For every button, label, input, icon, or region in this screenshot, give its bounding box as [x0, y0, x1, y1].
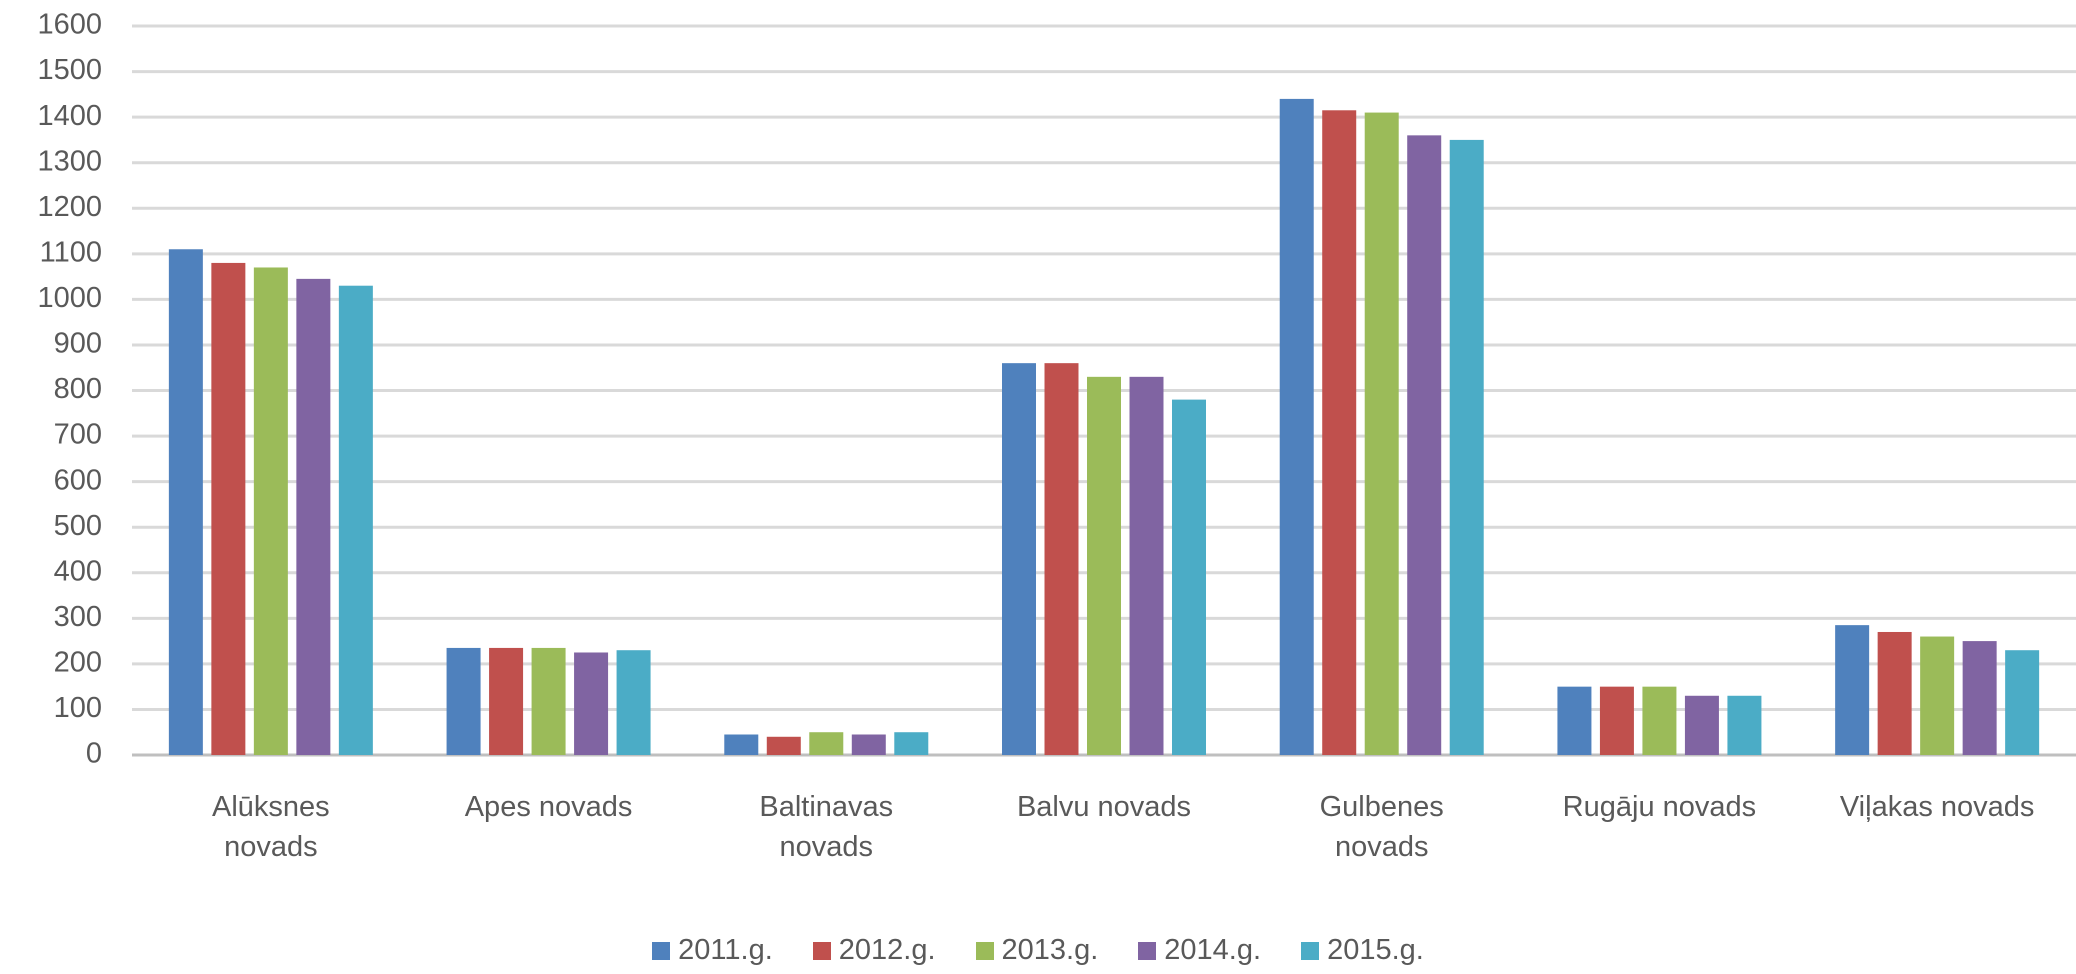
- legend-swatch: [652, 941, 671, 960]
- legend: 2011.g. 2012.g. 2013.g. 2014.g. 2015.g.: [0, 934, 2076, 967]
- bar: [766, 736, 801, 755]
- bar: [446, 647, 481, 755]
- y-tick-label: 1500: [37, 54, 102, 86]
- y-tick-label: 700: [54, 419, 102, 451]
- legend-label: 2013.g.: [1001, 934, 1099, 966]
- bar: [531, 647, 566, 755]
- y-tick-label: 600: [54, 464, 102, 496]
- bar: [1129, 376, 1164, 755]
- bar: [1557, 686, 1592, 755]
- legend-label: 2012.g.: [838, 934, 936, 966]
- bar: [2005, 650, 2040, 755]
- x-tick-label: Rugāju novads: [1562, 791, 1757, 823]
- bar: [1279, 98, 1314, 755]
- bar: [894, 732, 929, 755]
- legend-swatch: [1138, 941, 1157, 960]
- bar: [1877, 631, 1912, 755]
- y-tick-label: 1300: [37, 145, 102, 177]
- bar: [1835, 625, 1870, 755]
- bar: [1599, 686, 1634, 755]
- bar: [1920, 636, 1955, 755]
- bar: [489, 647, 524, 755]
- y-tick-label: 1600: [37, 9, 102, 41]
- bar: [1962, 641, 1997, 755]
- legend-swatch: [812, 941, 831, 960]
- y-tick-label: 0: [86, 738, 102, 770]
- bar: [1044, 363, 1079, 755]
- y-tick-label: 1200: [37, 191, 102, 223]
- bar: [168, 249, 203, 755]
- y-tick-label: 300: [54, 601, 102, 633]
- y-tick-label: 1400: [37, 100, 102, 132]
- legend-label: 2015.g.: [1327, 934, 1424, 966]
- bar: [338, 285, 373, 755]
- legend-item: 2015.g.: [1301, 934, 1424, 967]
- bar: [616, 650, 651, 755]
- bar: [574, 652, 609, 755]
- x-tick-label: Viļakas novads: [1839, 791, 2035, 823]
- bar: [296, 278, 331, 755]
- bar: [253, 267, 288, 755]
- legend-swatch: [975, 941, 994, 960]
- bar: [1322, 110, 1357, 755]
- bar: [1407, 135, 1442, 756]
- bar: [211, 262, 246, 755]
- y-tick-label: 200: [54, 647, 102, 679]
- bar: [1002, 363, 1036, 755]
- legend-swatch: [1301, 941, 1320, 960]
- bar: [1684, 695, 1719, 755]
- bar: [1449, 139, 1484, 755]
- bar: [724, 734, 759, 755]
- y-tick-label: 1000: [37, 282, 102, 314]
- legend-item: 2013.g.: [975, 934, 1099, 967]
- y-tick-label: 1100: [40, 236, 102, 268]
- legend-item: 2011.g.: [652, 934, 773, 967]
- bar: [851, 734, 886, 755]
- bar: [809, 732, 844, 755]
- x-tick-label: Balvu novads: [1016, 791, 1192, 823]
- y-tick-label: 400: [54, 555, 102, 587]
- bar: [1087, 376, 1121, 755]
- x-tick-label: Gulbenes novads: [1319, 791, 1444, 863]
- bar: [1642, 686, 1677, 755]
- y-tick-label: 900: [54, 328, 102, 360]
- bar: [1364, 112, 1399, 756]
- x-tick-label: Alūksnes novads: [212, 791, 330, 863]
- legend-label: 2014.g.: [1164, 934, 1262, 966]
- y-tick-label: 800: [54, 373, 102, 405]
- x-tick-label: Baltinavas novads: [759, 791, 894, 863]
- y-tick-label: 500: [54, 510, 102, 542]
- bar: [1172, 399, 1206, 755]
- bar: [1727, 695, 1762, 755]
- y-tick-label: 100: [54, 692, 102, 724]
- x-tick-label: Apes novads: [464, 791, 633, 823]
- legend-item: 2014.g.: [1138, 934, 1261, 967]
- legend-item: 2012.g.: [812, 934, 936, 967]
- legend-label: 2011.g.: [678, 934, 773, 966]
